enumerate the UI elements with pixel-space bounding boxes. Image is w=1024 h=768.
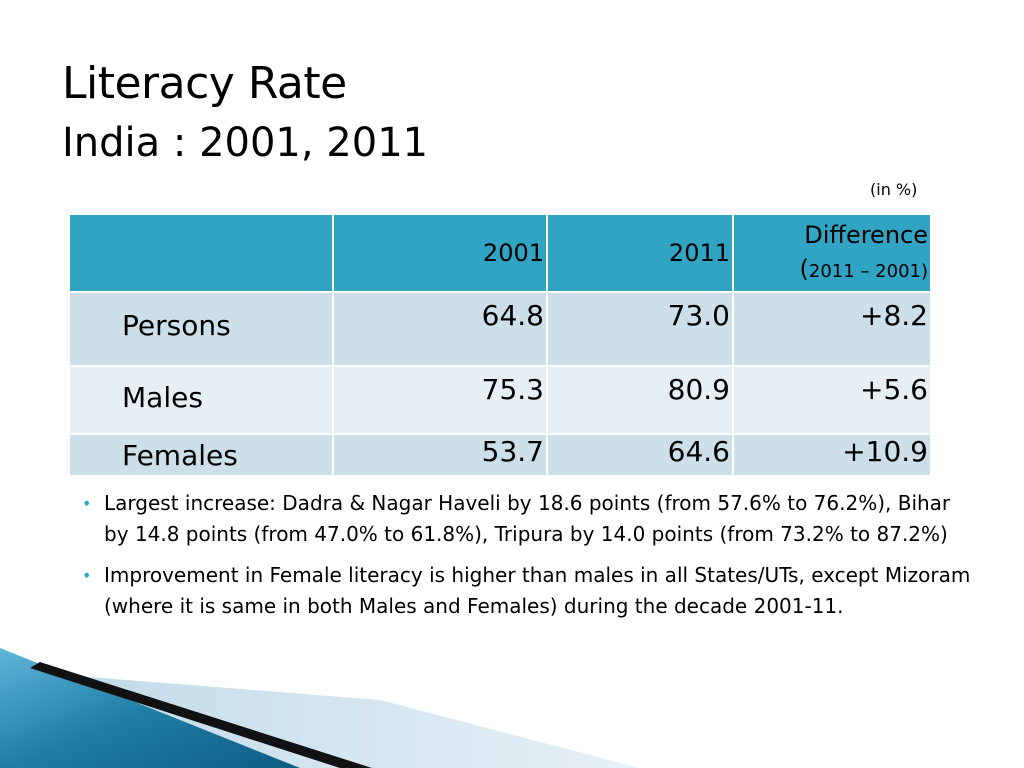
row-label: Males (68, 365, 334, 435)
table-row-persons: Persons 64.8 73.0 +8.2 (68, 291, 932, 367)
header-difference: Difference (2011 – 2001) (732, 213, 932, 293)
swoosh-dark-stripe (30, 662, 372, 768)
cell-2001: 75.3 (332, 365, 548, 435)
bullet-icon: • (82, 566, 92, 585)
cell-2011: 80.9 (546, 365, 734, 435)
header-difference-years: 2011 – 2001) (808, 260, 928, 282)
cell-2011: 73.0 (546, 291, 734, 367)
notes-list: • Largest increase: Dadra & Nagar Haveli… (76, 488, 976, 632)
row-label: Persons (68, 291, 334, 367)
unit-note: (in %) (870, 180, 918, 199)
note-text: Largest increase: Dadra & Nagar Haveli b… (104, 491, 951, 546)
row-label: Females (68, 433, 334, 477)
header-difference-label: Difference (804, 220, 928, 249)
table-row-females: Females 53.7 64.6 +10.9 (68, 433, 932, 477)
bullet-icon: • (82, 494, 92, 513)
header-2001: 2001 (332, 213, 548, 293)
slide-subtitle: India : 2001, 2011 (62, 120, 429, 166)
header-2011: 2011 (546, 213, 734, 293)
header-blank (68, 213, 334, 293)
header-difference-range: (2011 – 2001) (734, 252, 928, 289)
table-header-row: 2001 2011 Difference (2011 – 2001) (68, 213, 932, 293)
slide-title: Literacy Rate (62, 58, 347, 109)
note-item: • Improvement in Female literacy is high… (76, 560, 976, 622)
cell-difference: +10.9 (732, 433, 932, 477)
cell-difference: +8.2 (732, 291, 932, 367)
cell-2001: 53.7 (332, 433, 548, 477)
table-row-males: Males 75.3 80.9 +5.6 (68, 365, 932, 435)
cell-difference: +5.6 (732, 365, 932, 435)
header-difference-paren: ( (799, 254, 809, 283)
literacy-table: 2001 2011 Difference (2011 – 2001) Perso… (68, 213, 932, 477)
cell-2011: 64.6 (546, 433, 734, 477)
note-item: • Largest increase: Dadra & Nagar Haveli… (76, 488, 976, 550)
note-text: Improvement in Female literacy is higher… (104, 563, 971, 618)
cell-2001: 64.8 (332, 291, 548, 367)
